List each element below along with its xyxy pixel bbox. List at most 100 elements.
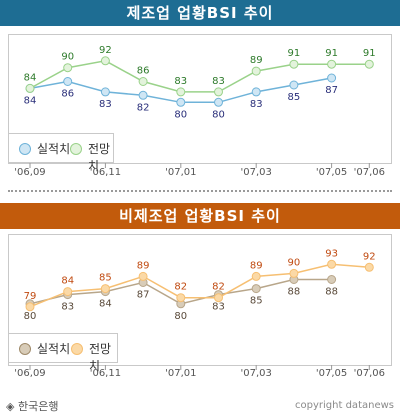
nonmfg-series-1-point [25, 302, 35, 312]
nonmfg-series-0-data-label: 80 [174, 311, 187, 322]
chart-separator [8, 190, 392, 192]
non-manufacturing-legend: 실적치 전망치 [8, 333, 118, 373]
legend-forecast-label-1: 전망치 [88, 142, 111, 173]
copyright-credit: copyright datanews [295, 400, 394, 411]
nonmfg-series-0-data-label: 83 [212, 302, 225, 313]
mfg-series-1-data-label: 86 [137, 66, 150, 77]
mfg-series-1-point [364, 59, 374, 69]
mfg-series-0-point [63, 77, 73, 86]
mfg-series-1-point [25, 83, 35, 93]
nonmfg-series-0-data-label: 87 [137, 290, 150, 301]
legend-actual-marker-1 [19, 143, 31, 155]
mfg-series-0-point [100, 87, 110, 97]
mfg-series-0-point [251, 87, 261, 97]
nonmfg-series-0-data-label: 88 [288, 287, 301, 298]
mfg-series-1-point [251, 66, 261, 76]
mfg-series-1-data-label: 83 [174, 76, 187, 87]
nonmfg-series-1-point [364, 262, 374, 272]
nonmfg-series-0-point [251, 284, 261, 294]
nonmfg-series-1-data-label: 84 [61, 276, 74, 287]
nonmfg-series-0-data-label: 80 [24, 311, 37, 322]
mfg-series-0-data-label: 87 [325, 85, 338, 96]
mfg-series-0-point [138, 90, 148, 100]
mfg-series-1-data-label: 89 [250, 55, 263, 66]
mfg-series-0-data-label: 80 [212, 109, 225, 120]
mfg-x-tick-label: '07,01 [165, 167, 196, 178]
nonmfg-series-1-data-label: 89 [250, 260, 263, 271]
nonmfg-series-0-data-label: 83 [61, 302, 74, 313]
mfg-series-1-data-label: 91 [288, 48, 301, 59]
nonmfg-x-tick-label: '07,03 [241, 368, 272, 379]
manufacturing-chart-title: 제조업 업황BSI 추이 [126, 4, 274, 22]
nonmfg-series-1-point [138, 271, 148, 281]
legend-forecast-label-2: 전망치 [89, 342, 112, 373]
mfg-series-0-point [327, 73, 337, 83]
non-manufacturing-bsi-chart: 80 83 84 87 80 83 85 88 88 79 84 85 89 82 82 89 90 93 92 '0… [14, 248, 385, 379]
nonmfg-series-0-data-label: 88 [325, 287, 338, 298]
nonmfg-series-1-data-label: 89 [137, 260, 150, 271]
mfg-series-0-data-label: 83 [99, 99, 112, 110]
mfg-series-1-data-label: 91 [363, 48, 376, 59]
mfg-series-1-point [100, 56, 110, 66]
mfg-x-tick-label: '06,11 [90, 167, 121, 178]
mfg-series-0-data-label: 82 [137, 102, 150, 113]
mfg-series-0-data-label: 86 [61, 89, 74, 100]
non-manufacturing-chart-title: 비제조업 업황BSI 추이 [119, 207, 281, 225]
nonmfg-series-1-data-label: 93 [325, 248, 338, 259]
mfg-series-0-point [289, 80, 299, 90]
mfg-series-1-point [327, 59, 337, 69]
nonmfg-x-tick-label: '07,01 [165, 368, 196, 379]
nonmfg-series-1-data-label: 90 [288, 257, 301, 268]
nonmfg-series-1-point [214, 293, 223, 303]
mfg-series-0-data-label: 84 [24, 95, 37, 106]
non-manufacturing-title-banner: 비제조업 업황BSI 추이 [0, 203, 400, 229]
data-source: ◈ 한국은행 [6, 400, 59, 413]
mfg-series-0-data-label: 83 [250, 99, 263, 110]
mfg-x-tick-label: '06,09 [14, 167, 45, 178]
mfg-series-0-data-label: 80 [174, 109, 187, 120]
mfg-series-1-data-label: 83 [212, 76, 225, 87]
legend-actual-marker-2 [19, 343, 31, 355]
mfg-series-1-point [138, 77, 148, 86]
nonmfg-series-1-point [251, 271, 261, 281]
legend-actual-label-2: 실적치 [37, 342, 71, 356]
mfg-series-0-data-label: 85 [288, 92, 301, 103]
nonmfg-series-1-point [63, 287, 73, 297]
nonmfg-series-1-data-label: 82 [212, 282, 225, 293]
mfg-series-1-point [176, 87, 186, 97]
manufacturing-legend: 실적치 전망치 [8, 133, 114, 173]
nonmfg-series-1-data-label: 79 [24, 291, 37, 302]
nonmfg-x-tick-label: '07,05 [316, 368, 347, 379]
mfg-series-1-line [29, 60, 370, 93]
nonmfg-x-tick-label: '06,09 [14, 368, 45, 379]
nonmfg-series-1-point [176, 293, 186, 303]
nonmfg-series-1-point [327, 259, 337, 269]
nonmfg-series-1-point [289, 268, 299, 278]
manufacturing-title-banner: 제조업 업황BSI 추이 [0, 0, 400, 26]
mfg-series-1-point [289, 59, 299, 69]
mfg-x-tick-label: '07,06 [354, 167, 385, 178]
mfg-series-0-point [176, 97, 186, 107]
nonmfg-x-tick-label: '06,11 [90, 368, 121, 379]
nonmfg-series-0-point [327, 275, 337, 284]
mfg-series-1-point [214, 87, 223, 97]
mfg-series-1-point [63, 63, 73, 73]
nonmfg-series-1-data-label: 85 [99, 273, 112, 284]
nonmfg-series-1-line [29, 263, 370, 308]
mfg-series-1-data-label: 91 [325, 48, 338, 59]
mfg-series-1-data-label: 92 [99, 45, 112, 56]
legend-forecast-marker-1 [70, 143, 82, 155]
nonmfg-series-1-point [100, 284, 110, 294]
nonmfg-series-1-data-label: 82 [174, 282, 187, 293]
legend-actual-label-1: 실적치 [37, 142, 71, 156]
mfg-x-tick-label: '07,05 [316, 167, 347, 178]
nonmfg-x-tick-label: '07,06 [354, 368, 385, 379]
legend-forecast-marker-2 [71, 343, 83, 355]
nonmfg-series-1-data-label: 92 [363, 251, 376, 262]
mfg-x-tick-label: '07,03 [241, 167, 272, 178]
nonmfg-series-0-data-label: 84 [99, 299, 112, 310]
manufacturing-bsi-chart: 84 86 83 82 80 80 83 85 87 84 90 92 86 83 83 89 91 91 91 '0… [14, 45, 385, 178]
nonmfg-series-0-data-label: 85 [250, 296, 263, 307]
mfg-series-1-data-label: 90 [61, 52, 74, 63]
mfg-series-0-point [214, 97, 223, 107]
